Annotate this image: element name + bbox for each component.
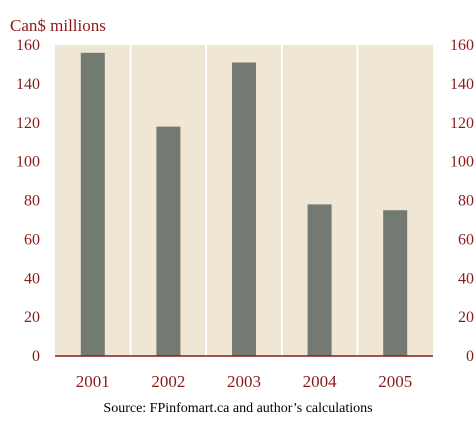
- y-tick-label-left: 80: [24, 193, 40, 210]
- y-tick-label-right: 0: [466, 348, 474, 365]
- y-tick-label-right: 160: [450, 37, 474, 54]
- y-tick-label-left: 100: [16, 154, 40, 171]
- y-tick-label-left: 0: [32, 348, 40, 365]
- x-tick-label: 2003: [227, 372, 261, 391]
- x-tick-label: 2004: [303, 372, 338, 391]
- grid-lines: [129, 45, 359, 356]
- y-tick-label-left: 140: [16, 76, 40, 93]
- x-tick-label: 2002: [151, 372, 185, 391]
- y-tick-label-right: 140: [450, 76, 474, 93]
- y-tick-label-right: 120: [450, 115, 474, 132]
- y-axis-right: 0 20 40 60 80 100 120 140 160: [450, 37, 474, 365]
- y-tick-label-left: 20: [24, 309, 40, 326]
- bars: [80, 52, 408, 357]
- bar-2005: [383, 210, 408, 356]
- x-tick-label: 2001: [76, 372, 110, 391]
- y-tick-label-right: 100: [450, 154, 474, 171]
- x-axis: 2001 2002 2003 2004 2005: [76, 372, 412, 391]
- y-tick-label-left: 160: [16, 37, 40, 54]
- y-tick-label-right: 20: [458, 309, 474, 326]
- source-note: Source: FPinfomart.ca and author’s calcu…: [103, 401, 372, 416]
- bar-2001: [80, 52, 105, 357]
- y-tick-label-right: 60: [458, 231, 474, 248]
- bar-2002: [156, 126, 181, 356]
- y-tick-label-right: 40: [458, 270, 474, 287]
- y-tick-label-left: 120: [16, 115, 40, 132]
- y-axis-left: 0 20 40 60 80 100 120 140 160: [16, 37, 40, 365]
- bar-2003: [232, 62, 256, 357]
- y-axis-label: Can$ millions: [10, 16, 106, 35]
- x-tick-label: 2005: [378, 372, 412, 391]
- bar-2004: [307, 204, 332, 356]
- y-tick-label-right: 80: [458, 193, 474, 210]
- y-tick-label-left: 40: [24, 270, 40, 287]
- y-tick-label-left: 60: [24, 231, 40, 248]
